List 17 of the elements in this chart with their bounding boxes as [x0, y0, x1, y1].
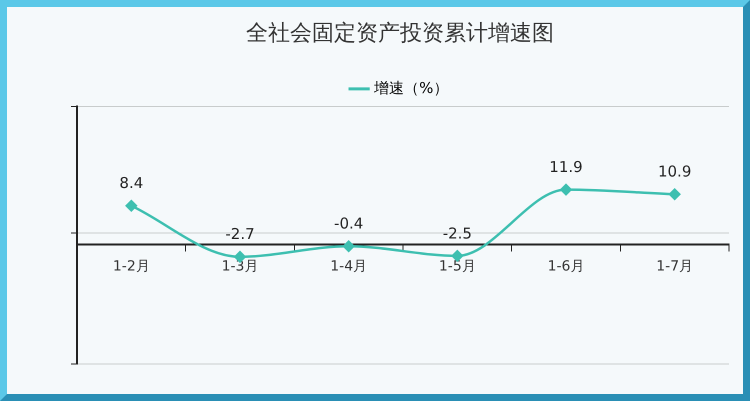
data-label: 8.4 [119, 174, 144, 192]
data-label: 10.9 [658, 162, 692, 181]
point [126, 200, 138, 212]
x-tick-label: 1-2月 [112, 258, 150, 274]
data-label: -0.4 [334, 214, 364, 233]
chart-title: 全社会固定资产投资累计增速图 [246, 20, 554, 46]
legend-label: 增速（%） [373, 78, 448, 97]
x-tick-label: 1-4月 [330, 258, 368, 274]
point [342, 240, 354, 252]
data-label: -2.5 [442, 224, 472, 242]
x-tick-label: 1-6月 [548, 258, 584, 274]
data-label: -2.7 [225, 225, 255, 244]
x-tick-label: 1-5月 [438, 258, 476, 274]
x-tick-label: 1-7月 [656, 258, 694, 274]
point [668, 188, 680, 200]
point [560, 184, 572, 196]
data-label: 11.9 [549, 158, 583, 176]
